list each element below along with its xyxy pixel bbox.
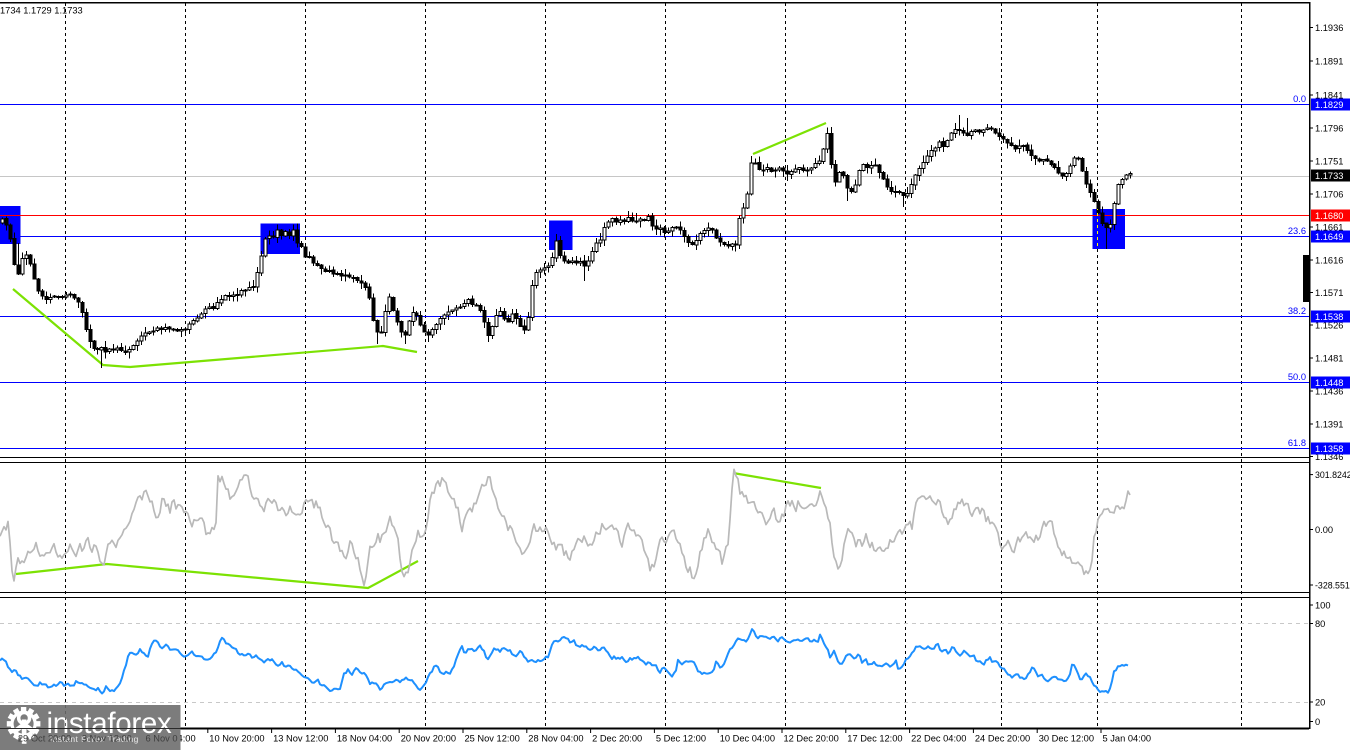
svg-text:0: 0	[1315, 717, 1320, 727]
svg-text:5 Dec 12:00: 5 Dec 12:00	[656, 734, 706, 744]
svg-text:1.1706: 1.1706	[1315, 189, 1343, 199]
svg-text:1.1436: 1.1436	[1315, 386, 1343, 396]
svg-text:10 Nov 20:00: 10 Nov 20:00	[209, 734, 264, 744]
svg-text:20: 20	[1315, 697, 1325, 707]
svg-text:Instant Forex Trading: Instant Forex Trading	[50, 734, 139, 744]
svg-text:24 Dec 20:00: 24 Dec 20:00	[975, 734, 1030, 744]
svg-text:18 Nov 04:00: 18 Nov 04:00	[337, 734, 392, 744]
svg-text:1.1680: 1.1680	[1315, 211, 1343, 221]
svg-text:1.1538: 1.1538	[1315, 312, 1343, 322]
svg-text:17 Dec 12:00: 17 Dec 12:00	[847, 734, 902, 744]
svg-text:3 Nov 12:00: 3 Nov 12:00	[82, 734, 132, 744]
svg-text:12 Dec 20:00: 12 Dec 20:00	[784, 734, 839, 744]
svg-text:50.0: 50.0	[1288, 372, 1306, 382]
svg-text:1.1448: 1.1448	[1315, 378, 1343, 388]
svg-text:23.6: 23.6	[1288, 226, 1306, 236]
svg-text:1.1891: 1.1891	[1315, 56, 1343, 66]
svg-text:1.1649: 1.1649	[1315, 232, 1343, 242]
svg-text:1.1796: 1.1796	[1315, 123, 1343, 133]
svg-text:13 Nov 12:00: 13 Nov 12:00	[273, 734, 328, 744]
svg-text:1.1481: 1.1481	[1315, 353, 1343, 363]
svg-text:6 Nov 0: 6 Nov 0	[146, 734, 178, 744]
svg-text:0.00: 0.00	[1315, 525, 1333, 535]
svg-text:22 Dec 04:00: 22 Dec 04:00	[911, 734, 966, 744]
svg-text:1.1829: 1.1829	[1315, 100, 1343, 110]
svg-text:1.1936: 1.1936	[1315, 23, 1343, 33]
svg-text:1.1733: 1.1733	[1315, 171, 1343, 181]
svg-text:1.1391: 1.1391	[1315, 419, 1343, 429]
svg-text:38.2: 38.2	[1288, 306, 1306, 316]
svg-text:1.1841: 1.1841	[1315, 90, 1343, 100]
svg-text:301.8242: 301.8242	[1315, 470, 1350, 480]
svg-text:5 Jan 04:00: 5 Jan 04:00	[1103, 734, 1152, 744]
svg-text:20 Nov 20:00: 20 Nov 20:00	[401, 734, 456, 744]
svg-text:instaforex: instaforex	[47, 707, 172, 740]
svg-text:29 Oct 20:00: 29 Oct 20:00	[18, 734, 71, 744]
svg-text:1.1661: 1.1661	[1315, 222, 1343, 232]
svg-text:80: 80	[1315, 619, 1325, 629]
svg-text:30 Dec 12:00: 30 Dec 12:00	[1039, 734, 1094, 744]
svg-text:100: 100	[1315, 600, 1331, 610]
svg-text:25 Nov 12:00: 25 Nov 12:00	[465, 734, 520, 744]
svg-text:1.1571: 1.1571	[1315, 288, 1343, 298]
svg-text:1.1358: 1.1358	[1315, 444, 1343, 454]
svg-text:1.1616: 1.1616	[1315, 255, 1343, 265]
svg-text:61.8: 61.8	[1288, 438, 1306, 448]
svg-text:10 Dec 04:00: 10 Dec 04:00	[720, 734, 775, 744]
svg-text:0.0: 0.0	[1293, 94, 1306, 104]
svg-text:28 Nov 04:00: 28 Nov 04:00	[528, 734, 583, 744]
svg-text:1.1751: 1.1751	[1315, 156, 1343, 166]
svg-text:1734 1.1729 1.1733: 1734 1.1729 1.1733	[0, 6, 83, 16]
svg-text:1.1346: 1.1346	[1315, 452, 1343, 462]
svg-text:2 Dec 20:00: 2 Dec 20:00	[592, 734, 642, 744]
svg-text:1.1526: 1.1526	[1315, 320, 1343, 330]
svg-text:-328.551: -328.551	[1315, 580, 1350, 590]
